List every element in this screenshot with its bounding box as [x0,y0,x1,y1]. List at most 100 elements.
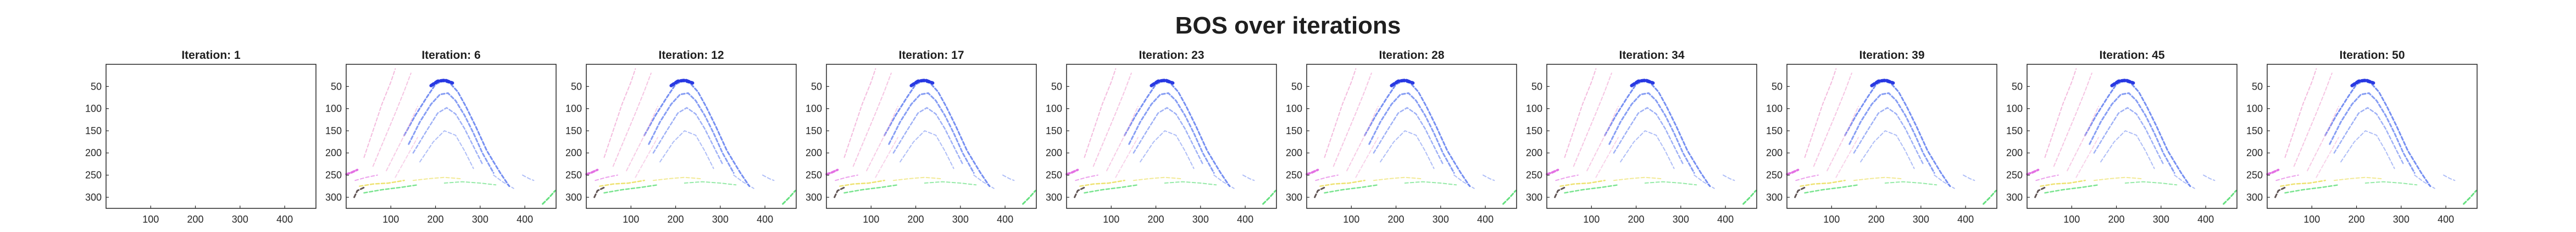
pattern-stroke [875,137,898,178]
y-tick-label: 200 [85,147,102,158]
pattern-stroke [1786,168,1800,175]
x-tick-label: 200 [1628,214,1645,225]
plot-area [1547,64,1757,208]
y-tick-label: 50 [1531,81,1542,92]
pattern-stroke [839,179,885,187]
pattern-stroke [1573,73,1612,167]
pattern-stroke [1314,186,1325,198]
x-tick-label: 300 [712,214,729,225]
y-tick-label: 200 [565,147,582,158]
x-tick-label: 300 [1913,214,1929,225]
pattern-stroke [419,130,474,169]
axes-frame [346,64,557,209]
subplot-title: Iteration: 39 [1859,49,1924,62]
y-tick-label: 250 [1766,170,1783,181]
pattern-stroke [1794,186,1806,198]
pattern-stroke [1608,92,1695,174]
pattern-stroke [1564,68,1597,158]
pattern-stroke [2333,176,2382,181]
y-tick-label: 150 [85,125,102,136]
y-tick-label: 100 [325,103,342,114]
y-tick-label: 250 [806,170,822,181]
pattern-stroke [1368,92,1455,174]
pattern-stroke [1132,176,1181,181]
x-tick-label: 400 [757,214,773,225]
pattern-stroke [359,179,405,187]
pattern-stroke [1826,106,1859,172]
pattern-stroke [395,137,418,178]
plot-area [346,64,556,208]
y-tick-label: 300 [85,192,102,203]
axes-frame [586,64,797,209]
pattern-stroke [1319,179,1365,187]
pattern-stroke [684,181,737,186]
pattern-stroke [892,176,941,181]
y-tick-label: 100 [1766,103,1783,114]
x-tick-label: 100 [623,214,639,225]
y-tick-label: 150 [565,125,582,136]
y-tick-label: 200 [325,147,342,158]
pattern-stroke [924,181,977,186]
pattern-stroke [2093,176,2142,181]
y-tick-label: 150 [1766,125,1783,136]
pattern-stroke [1346,106,1379,172]
pattern-stroke [1124,80,1231,187]
y-tick-label: 200 [1046,147,1062,158]
axes-frame [826,64,1037,209]
subplot-panel: Iteration: 45 100 200 300 400 50 100 150 200 250 3… [2006,49,2238,225]
y-tick-label: 100 [1046,103,1062,114]
pattern-stroke [1380,130,1435,169]
pattern-stroke [2284,68,2317,158]
pattern-stroke [354,174,378,181]
pattern-stroke [1079,179,1125,187]
bos-pattern [585,68,796,205]
x-tick-label: 200 [428,214,444,225]
subplot-panel: Iteration: 17 100 200 300 400 50 100 150 200 250 3… [806,49,1037,225]
pattern-stroke [1546,168,1559,175]
x-tick-label: 200 [2108,214,2125,225]
x-tick-label: 300 [472,214,488,225]
pattern-stroke [2350,78,2375,87]
pattern-stroke [1742,190,1757,205]
x-tick-label: 300 [232,214,248,225]
pattern-stroke [2089,92,2175,174]
pattern-stroke [825,168,839,175]
y-tick-label: 250 [1286,170,1302,181]
plot-area [2027,64,2237,208]
pattern-stroke [429,78,454,87]
pattern-stroke [1694,174,1715,189]
pattern-stroke [1870,78,1895,87]
y-tick-label: 300 [565,192,582,203]
y-tick-label: 150 [2006,125,2023,136]
pattern-stroke [1373,107,1444,165]
pattern-stroke [2026,168,2040,175]
pattern-stroke [493,174,514,189]
y-tick-label: 150 [1046,125,1062,136]
x-tick-label: 100 [1823,214,1840,225]
pattern-stroke [2034,186,2046,198]
y-tick-label: 100 [85,103,102,114]
y-tick-label: 150 [1286,125,1302,136]
pattern-stroke [1213,174,1235,189]
y-tick-label: 150 [1526,125,1542,136]
subplot-title: Iteration: 23 [1139,49,1204,62]
y-tick-label: 300 [1766,192,1783,203]
x-tick-label: 200 [908,214,924,225]
x-tick-label: 100 [2063,214,2080,225]
x-tick-label: 100 [142,214,159,225]
pattern-stroke [852,73,892,167]
pattern-stroke [363,184,419,194]
subplot-title: Iteration: 34 [1619,49,1684,62]
y-tick-label: 50 [331,81,342,92]
pattern-stroke [1795,174,1819,181]
pattern-stroke [1934,174,1955,189]
y-tick-label: 300 [325,192,342,203]
subplot-title: Iteration: 6 [421,49,480,62]
pattern-stroke [2093,107,2164,165]
x-tick-label: 100 [1103,214,1119,225]
x-tick-label: 200 [2349,214,2365,225]
pattern-stroke [1983,190,1997,205]
y-tick-label: 50 [1051,81,1062,92]
pattern-stroke [2044,184,2100,194]
pattern-stroke [386,106,418,172]
